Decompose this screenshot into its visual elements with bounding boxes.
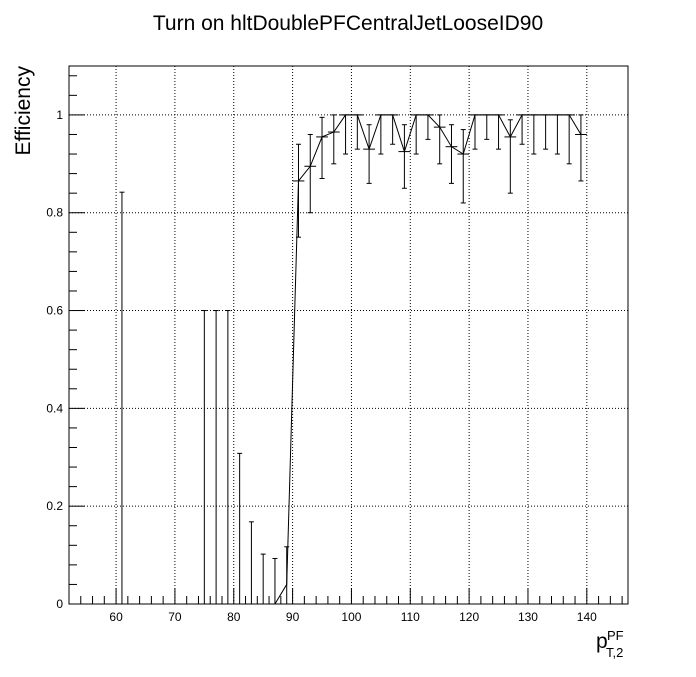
x-axis-label-subscript: T,2	[606, 645, 623, 660]
data-point	[575, 114, 587, 182]
y-tick-label: 1	[56, 108, 63, 122]
plot-frame	[68, 65, 629, 605]
data-point	[469, 114, 481, 150]
data-point	[374, 114, 387, 155]
data-point	[433, 114, 446, 165]
x-tick-label: 130	[518, 610, 538, 624]
data-point	[119, 191, 125, 604]
x-tick-label: 100	[341, 610, 361, 624]
data-point	[445, 124, 458, 184]
data-point	[539, 114, 552, 150]
data-point	[316, 116, 328, 179]
data-point	[527, 114, 540, 155]
axes: 60 70 80 90 100 110 120 130 140 0 0.2 0.4 0.6 0.8 1	[46, 75, 623, 624]
data-point	[492, 114, 505, 150]
y-axis-label: Efficiency	[12, 66, 35, 156]
data-point	[563, 114, 576, 165]
x-tick-label: 120	[459, 610, 479, 624]
x-tick-label: 110	[401, 610, 420, 624]
x-tick-label: 90	[286, 610, 300, 624]
x-tick-label: 140	[577, 610, 597, 624]
data-point	[260, 553, 266, 604]
y-tick-label: 0.4	[46, 401, 63, 415]
data-point	[339, 114, 352, 155]
data-point	[504, 119, 517, 194]
data-point	[304, 133, 317, 214]
grid-lines	[69, 66, 628, 605]
data-point	[386, 114, 399, 145]
data-point	[201, 310, 207, 604]
data-point	[422, 114, 434, 140]
data-point	[398, 124, 411, 189]
y-tick-label: 0	[56, 597, 63, 611]
data-series	[119, 114, 587, 605]
data-point	[351, 114, 364, 150]
x-tick-label: 80	[227, 610, 241, 624]
y-tick-label: 0.2	[46, 499, 63, 513]
efficiency-curve-line	[121, 114, 582, 605]
data-point	[248, 521, 254, 604]
data-point	[327, 114, 340, 165]
data-point	[410, 114, 423, 155]
data-point	[272, 558, 278, 604]
plot-frame-rect	[68, 65, 629, 605]
x-tick-label: 70	[168, 610, 182, 624]
data-point	[516, 114, 528, 145]
data-point	[284, 546, 290, 605]
x-axis-label-main: p	[596, 630, 608, 653]
y-tick-label: 0.8	[46, 206, 63, 220]
data-point	[213, 310, 219, 604]
data-point	[480, 114, 493, 140]
data-point	[237, 452, 243, 604]
x-tick-label: 60	[109, 610, 123, 624]
data-point	[292, 143, 305, 238]
data-point	[551, 114, 564, 155]
x-axis-label: p PF T,2	[596, 628, 624, 660]
chart-title: Turn on hltDoublePFCentralJetLooseID90	[153, 12, 543, 35]
data-point	[225, 310, 231, 604]
x-axis-label-superscript: PF	[607, 628, 624, 643]
data-point	[457, 129, 470, 204]
y-tick-label: 0.6	[46, 304, 63, 318]
data-point	[363, 124, 375, 184]
